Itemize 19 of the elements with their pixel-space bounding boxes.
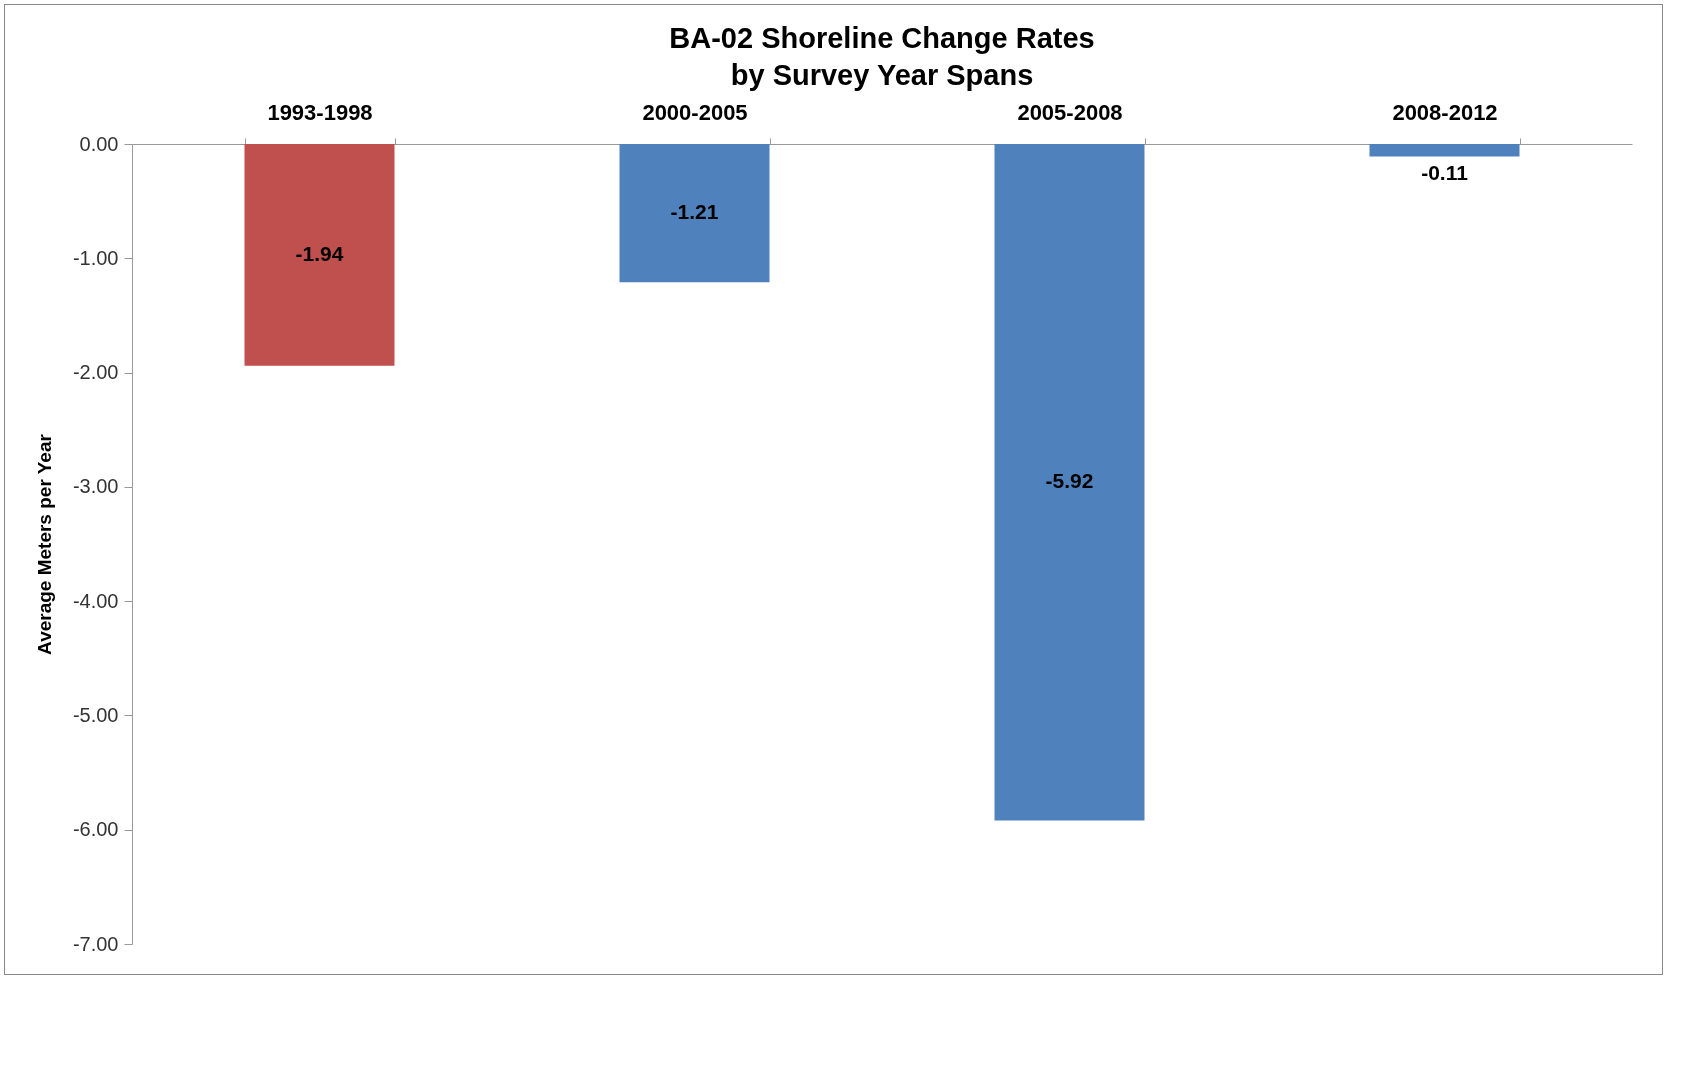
x-tick-label: 2000-2005 (642, 99, 748, 125)
chart-title: BA-02 Shoreline Change Rates (669, 22, 1095, 54)
y-axis-title: Average Meters per Year (33, 433, 55, 655)
chart-subtitle: by Survey Year Spans (730, 59, 1034, 91)
data-label: -5.92 (1045, 469, 1094, 493)
data-label: -0.11 (1421, 160, 1469, 184)
x-tick-label: 2008-2012 (1392, 99, 1498, 125)
y-tick-label: 0.00 (79, 132, 119, 155)
x-tick-label: 1993-1998 (267, 99, 373, 125)
y-tick-label: -7.00 (72, 932, 119, 955)
data-label: -1.94 (295, 241, 344, 265)
y-tick-label: -1.00 (72, 246, 119, 269)
y-tick-label: -4.00 (72, 589, 119, 612)
y-tick-label: -6.00 (72, 818, 119, 841)
y-tick-label: -5.00 (72, 703, 119, 726)
y-tick-label: -3.00 (72, 475, 119, 498)
x-tick-label: 2005-2008 (1017, 99, 1123, 125)
y-tick-label: -2.00 (72, 361, 119, 384)
data-label: -1.21 (670, 200, 719, 224)
